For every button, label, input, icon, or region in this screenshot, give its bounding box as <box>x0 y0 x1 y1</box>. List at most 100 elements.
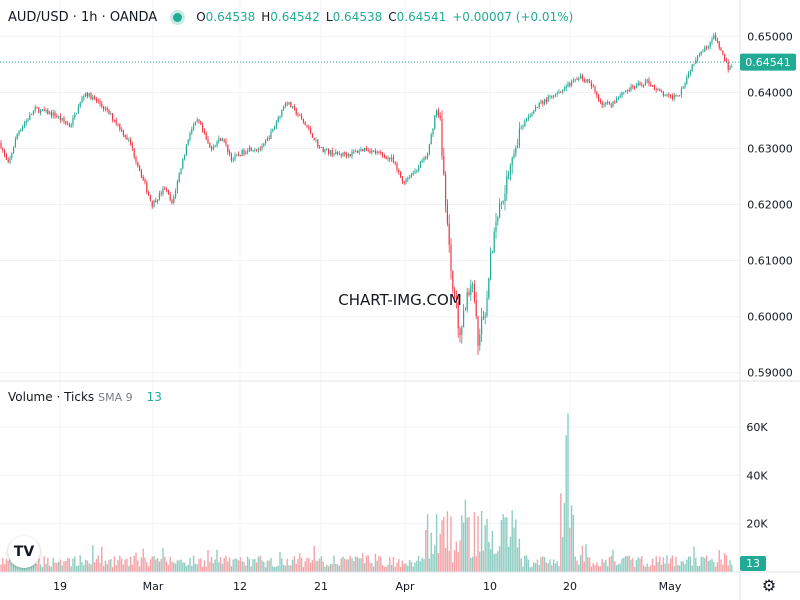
candle-body <box>346 154 348 156</box>
volume-bar <box>191 565 193 572</box>
candle-body <box>520 127 522 129</box>
candle-body <box>191 129 193 134</box>
candle-body <box>482 317 484 318</box>
sma-label: SMA 9 <box>98 390 133 404</box>
volume-bar <box>239 557 242 572</box>
candle-body <box>522 126 524 128</box>
volume-bar <box>504 517 506 572</box>
candle-body <box>441 118 443 156</box>
volume-bar <box>606 566 609 572</box>
candle-body <box>704 47 706 52</box>
candle-body <box>40 109 42 113</box>
candle-body <box>711 39 713 42</box>
volume-bar <box>286 558 288 572</box>
volume-bar <box>556 561 558 572</box>
candle-body <box>353 151 355 153</box>
candle-body <box>410 174 412 178</box>
candle-body <box>724 54 726 61</box>
volume-bar <box>448 550 450 572</box>
volume-bar <box>120 558 123 572</box>
candle-body <box>648 79 650 84</box>
candle-body <box>90 93 92 100</box>
volume-bar <box>385 566 387 572</box>
volume-bar <box>574 556 576 572</box>
candle-body <box>472 284 474 286</box>
volume-bar <box>156 558 159 572</box>
candle-body <box>311 133 313 138</box>
candle-body <box>697 56 699 61</box>
volume-bar <box>293 555 296 572</box>
candle-body <box>653 85 655 89</box>
candle-body <box>86 92 88 97</box>
candle-body <box>283 106 285 110</box>
volume-bar <box>59 559 62 572</box>
volume-bar <box>299 553 301 572</box>
volume-bar <box>410 561 413 572</box>
candle-body <box>428 144 430 154</box>
candle-body <box>513 153 515 158</box>
volume-bar <box>254 558 256 572</box>
volume-title[interactable]: Volume · Ticks <box>8 390 95 404</box>
candle-body <box>214 145 216 147</box>
volume-bar <box>345 559 348 572</box>
volume-bar <box>356 556 359 572</box>
volume-bar <box>522 566 524 572</box>
candle-body <box>94 96 96 99</box>
candle-body <box>292 106 294 108</box>
volume-bar <box>38 558 40 572</box>
svg-text:0.64541: 0.64541 <box>745 56 791 69</box>
volume-bar <box>731 564 733 572</box>
candle-body <box>560 92 562 93</box>
price-tick-label: 0.64000 <box>747 86 793 99</box>
candle-body <box>551 96 553 98</box>
candle-body <box>322 147 324 153</box>
volume-bar <box>14 563 17 572</box>
volume-bar <box>212 563 215 572</box>
candle-body <box>115 120 117 124</box>
volume-bar <box>381 565 384 572</box>
volume-bar <box>725 555 728 572</box>
volume-bar <box>461 515 463 572</box>
candle-body <box>281 109 283 117</box>
candle-body <box>409 177 411 179</box>
volume-bar <box>642 565 645 572</box>
volume-bar <box>77 565 80 572</box>
volume-bar <box>106 563 108 572</box>
candle-body <box>218 138 220 142</box>
candle-body <box>157 199 159 203</box>
candle-body <box>432 128 434 135</box>
candle-body <box>340 153 342 156</box>
candle-body <box>423 156 425 161</box>
gear-icon[interactable]: ⚙ <box>761 576 777 595</box>
symbol-title[interactable]: AUD/USD · 1h · OANDA <box>8 9 158 25</box>
candle-body <box>675 95 677 96</box>
candle-body <box>203 130 205 133</box>
candle-body <box>664 95 666 96</box>
volume-bar <box>306 557 308 572</box>
tradingview-logo-icon[interactable]: TV <box>8 536 40 568</box>
candle-body <box>207 138 209 144</box>
volume-bar <box>63 561 65 572</box>
candle-body <box>362 149 364 151</box>
candle-body <box>236 154 238 156</box>
candle-body <box>119 124 121 130</box>
candle-body <box>304 122 306 125</box>
candle-body <box>625 91 627 93</box>
candle-body <box>700 51 702 55</box>
candle-body <box>65 121 67 124</box>
candle-body <box>288 102 290 105</box>
candle-body <box>365 147 367 151</box>
volume-bar <box>646 563 648 572</box>
candle-body <box>434 115 436 129</box>
candle-body <box>184 154 186 160</box>
volume-bar <box>711 558 713 572</box>
volume-bar <box>205 566 207 572</box>
volume-bar <box>214 559 216 572</box>
candle-body <box>547 96 549 102</box>
volume-bar <box>234 558 236 572</box>
candle-body <box>421 160 423 162</box>
volume-bar <box>353 561 355 572</box>
candle-body <box>725 60 727 62</box>
candle-body <box>427 153 429 158</box>
